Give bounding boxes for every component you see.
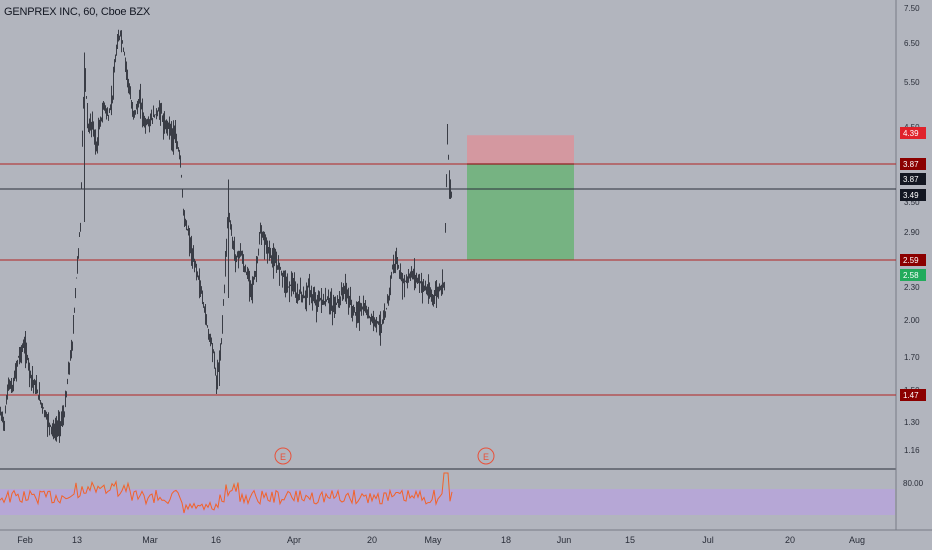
earnings-event-icon[interactable]	[274, 447, 292, 465]
price-axis-tick: 3.50	[904, 198, 920, 207]
stop-loss-zone[interactable]	[467, 135, 574, 164]
price-label: 4.39	[903, 129, 919, 138]
rsi-line	[0, 472, 453, 514]
price-label-box	[900, 158, 926, 170]
price-axis-tick: 5.50	[904, 78, 920, 87]
time-axis-tick: 18	[501, 535, 511, 545]
time-axis-tick: 20	[367, 535, 377, 545]
price-axis-tick: 2.90	[904, 228, 920, 237]
time-axis-tick: 13	[72, 535, 82, 545]
rsi-axis-tick: 80.00	[903, 479, 924, 488]
symbol-title: GENPREX INC, 60, Cboe BZX	[4, 6, 150, 18]
price-label: 3.87	[903, 175, 919, 184]
price-axis-tick: 2.30	[904, 283, 920, 292]
price-axis-tick: 1.30	[904, 418, 920, 427]
price-label-box	[900, 389, 926, 401]
time-axis-tick: Mar	[142, 535, 158, 545]
time-axis-tick: Jun	[557, 535, 572, 545]
time-axis-tick: May	[424, 535, 442, 545]
time-axis-tick: Aug	[849, 535, 865, 545]
time-axis-tick: 15	[625, 535, 635, 545]
time-axis-tick: Apr	[287, 535, 301, 545]
price-axis-tick: 7.50	[904, 4, 920, 13]
earnings-event-icon[interactable]	[477, 447, 495, 465]
time-axis-tick: 16	[211, 535, 221, 545]
time-axis-tick: Jul	[702, 535, 714, 545]
earnings-event-label: E	[483, 452, 489, 462]
time-axis-tick: 20	[785, 535, 795, 545]
price-label-box	[900, 254, 926, 266]
price-label: 2.58	[903, 271, 919, 280]
time-axis-tick: Feb	[17, 535, 33, 545]
price-label: 2.59	[903, 256, 919, 265]
price-label: 1.47	[903, 391, 919, 400]
price-axis-tick: 1.16	[904, 446, 920, 455]
price-axis-tick: 2.00	[904, 316, 920, 325]
price-label: 3.87	[903, 160, 919, 169]
price-label-box	[900, 127, 926, 139]
price-label-box	[900, 269, 926, 281]
rsi-band	[0, 489, 895, 515]
earnings-event-label: E	[280, 452, 286, 462]
price-label: 3.49	[903, 191, 919, 200]
price-axis-tick: 1.70	[904, 353, 920, 362]
take-profit-zone[interactable]	[467, 164, 574, 260]
price-axis-tick: 6.50	[904, 39, 920, 48]
price-label-box	[900, 173, 926, 185]
price-label-box	[900, 189, 926, 201]
